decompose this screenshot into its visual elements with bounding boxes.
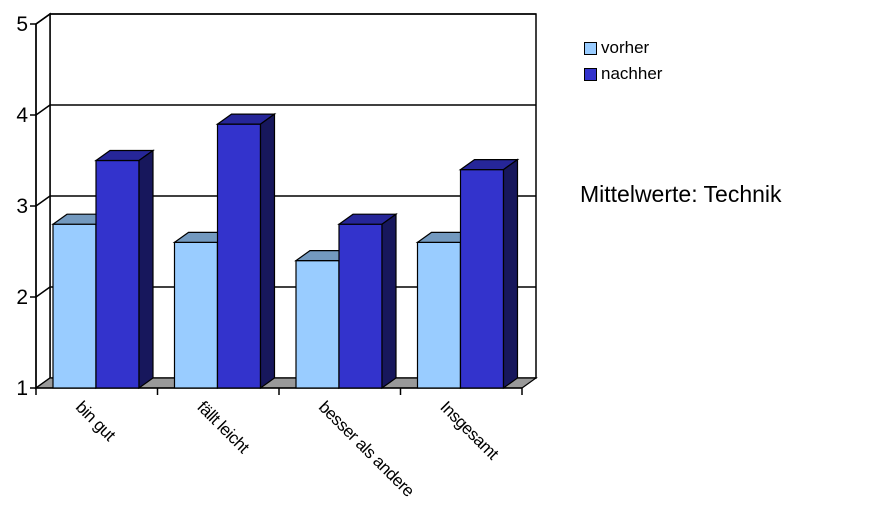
bar-side xyxy=(138,149,154,390)
bar-side xyxy=(259,112,276,390)
x-tick-label: besser als andere xyxy=(315,397,418,500)
legend-item-vorher: vorher xyxy=(584,35,662,61)
legend-item-nachher: nachher xyxy=(584,61,662,87)
x-axis-labels: bin gut fällt leicht besser als andere Insg… xyxy=(72,397,503,500)
x-tick-label: bin gut xyxy=(72,397,120,445)
gridline-side xyxy=(35,104,51,116)
bar-front xyxy=(416,241,462,389)
y-axis-labels: 1 2 3 4 5 xyxy=(16,13,28,400)
chart-title: Mittelwerte: Technik xyxy=(580,181,782,207)
legend-swatch-nachher xyxy=(584,67,597,81)
bar-front xyxy=(52,223,97,389)
bar-front xyxy=(295,260,340,389)
bar-front xyxy=(95,159,140,389)
x-tick-label: fällt leicht xyxy=(193,397,253,457)
x-tick-label: Insgesamt xyxy=(436,397,502,463)
bar-side xyxy=(502,158,519,390)
gridline-side xyxy=(35,13,51,25)
bar-side xyxy=(381,213,397,390)
y-tick-label: 3 xyxy=(16,195,28,218)
legend-swatch-vorher xyxy=(584,41,597,55)
legend: vorher nachher xyxy=(584,35,662,87)
bar-nachher-2 xyxy=(215,112,277,390)
bar-front xyxy=(216,123,262,389)
gridline-side xyxy=(35,286,51,298)
bar-front xyxy=(459,169,505,389)
bar-front xyxy=(173,241,219,389)
y-tick-label: 4 xyxy=(16,104,28,127)
y-tick-label: 1 xyxy=(16,377,28,400)
y-tick-label: 2 xyxy=(16,286,28,309)
legend-label-vorher: vorher xyxy=(601,38,650,57)
bars xyxy=(51,112,520,390)
legend-label-nachher: nachher xyxy=(601,64,663,83)
bar-front xyxy=(338,223,383,389)
gridline-side xyxy=(35,195,51,207)
bar-nachher-3 xyxy=(337,213,398,390)
y-tick-label: 5 xyxy=(16,13,28,36)
bar-nachher-4 xyxy=(458,158,520,390)
bar-nachher-1 xyxy=(94,149,155,390)
